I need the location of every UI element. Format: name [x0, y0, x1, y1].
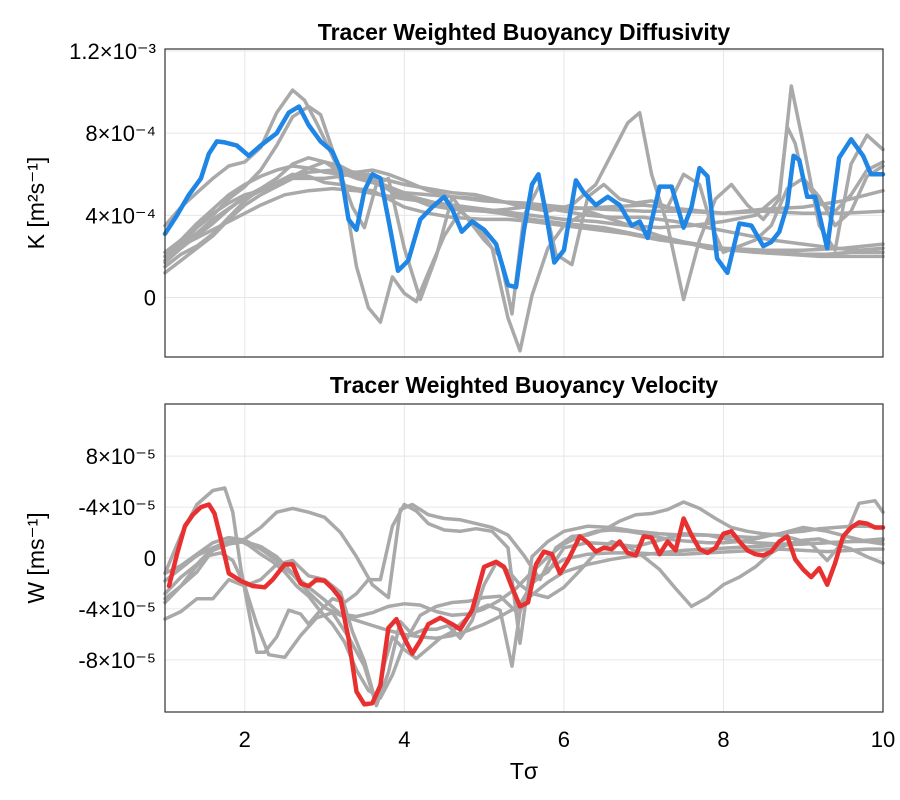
highlight-series-line [166, 502, 886, 707]
y-axis-label-diffusivity: K [m²s⁻¹] [23, 157, 49, 250]
ensemble-velocity [163, 486, 885, 708]
chart-title-velocity: Tracer Weighted Buoyancy Velocity [330, 372, 718, 398]
ensemble-series-line [163, 84, 885, 302]
x-tick-label: 2 [239, 727, 251, 752]
y-tick-label: 8×10⁻⁵ [86, 444, 156, 469]
ensemble-diffusivity [163, 84, 885, 353]
y-tick-label: 1.2×10⁻³ [69, 39, 156, 64]
ensemble-series-line [163, 537, 885, 700]
y-tick-label: 8×10⁻⁴ [85, 121, 156, 146]
highlight-velocity [166, 502, 886, 707]
x-axis-label: Tσ [510, 758, 538, 784]
plot-frame-velocity [164, 403, 884, 713]
chart-title-diffusivity: Tracer Weighted Buoyancy Diffusivity [318, 19, 731, 45]
chart-velocity: Tracer Weighted Buoyancy Velocity -8×10⁻… [23, 372, 895, 784]
y-tick-label: 4×10⁻⁴ [85, 203, 156, 228]
x-tick-label: 4 [398, 727, 410, 752]
y-tick-label: 0 [144, 285, 156, 310]
ensemble-series-line [163, 486, 885, 654]
x-tick-label: 8 [717, 727, 729, 752]
y-axis-label-velocity: W [ms⁻¹] [23, 512, 49, 603]
ensemble-series-line [163, 498, 885, 605]
y-tick-label: -4×10⁻⁵ [78, 495, 156, 520]
y-tick-label: -4×10⁻⁵ [78, 597, 156, 622]
highlight-series-line [162, 104, 886, 290]
chart-diffusivity: Tracer Weighted Buoyancy Diffusivity 0 4×… [23, 19, 886, 358]
y-ticks-diffusivity: 0 4×10⁻⁴ 8×10⁻⁴ 1.2×10⁻³ [69, 39, 156, 310]
plot-frame-diffusivity [164, 48, 884, 358]
ensemble-series-line [163, 160, 885, 255]
highlight-diffusivity [162, 104, 886, 290]
ensemble-series-line [163, 88, 885, 316]
ensemble-series-line [163, 164, 885, 259]
y-ticks-velocity: -8×10⁻⁵ -4×10⁻⁵ 0 -4×10⁻⁵ 8×10⁻⁵ [78, 444, 156, 673]
x-ticks-velocity: 2 4 6 8 10 [239, 727, 896, 752]
y-tick-label: -8×10⁻⁵ [78, 648, 156, 673]
y-tick-label: 0 [144, 546, 156, 571]
x-tick-label: 10 [871, 727, 895, 752]
x-tick-label: 6 [558, 727, 570, 752]
